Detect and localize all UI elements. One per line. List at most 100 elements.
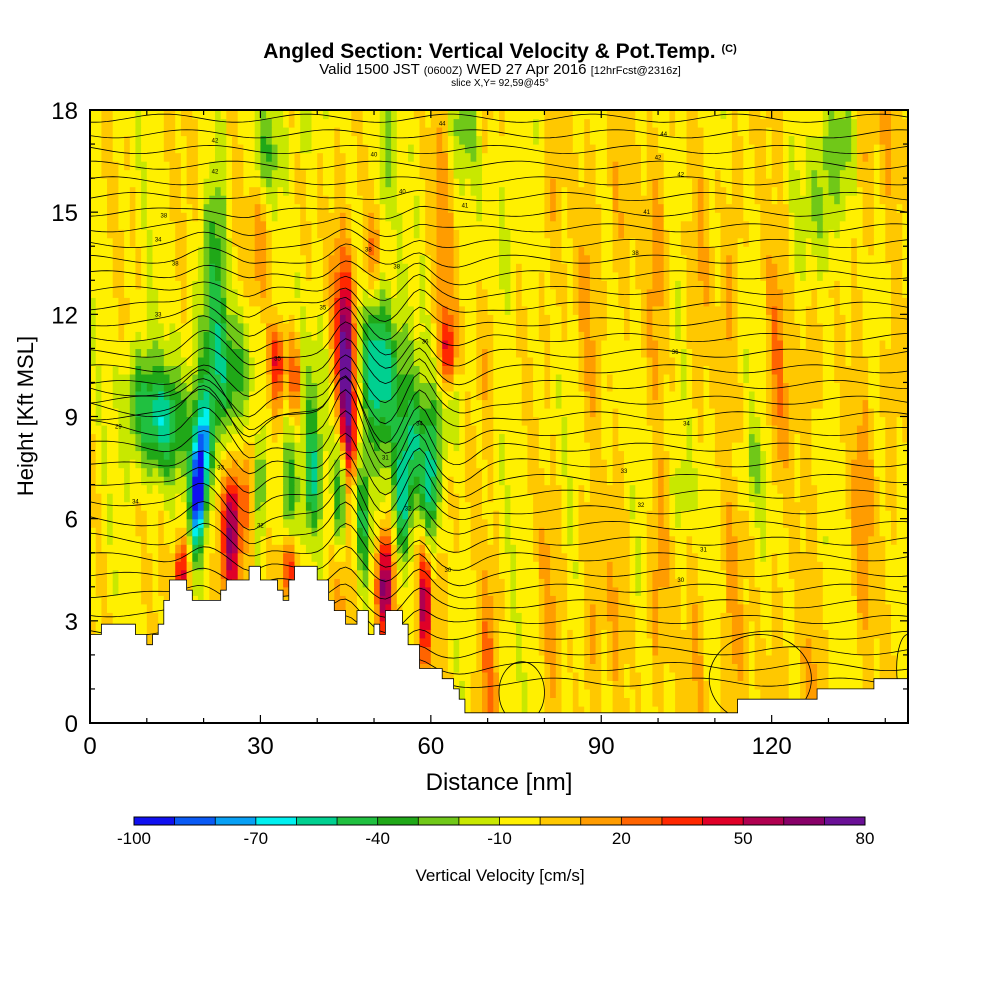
colorbar-swatch xyxy=(296,817,338,825)
theta-contour xyxy=(90,367,908,425)
theta-label: 34 xyxy=(416,421,423,427)
valid-date: WED 27 Apr 2016 xyxy=(466,61,587,78)
theta-contour xyxy=(90,430,908,498)
theta-label: 34 xyxy=(155,237,162,243)
x-tick-label: 30 xyxy=(247,733,274,760)
theta-contour xyxy=(90,205,908,220)
theta-label: 32 xyxy=(257,523,264,529)
theta-contour xyxy=(90,113,908,123)
theta-label: 41 xyxy=(643,210,650,216)
theta-contour xyxy=(90,450,908,514)
y-axis-label: Height [Kft MSL] xyxy=(13,336,38,496)
theta-label: 38 xyxy=(365,248,372,254)
theta-contour xyxy=(90,566,908,600)
colorbar-swatch xyxy=(458,817,500,825)
colorbar-swatch xyxy=(621,817,663,825)
theta-label: 36 xyxy=(422,340,429,346)
terrain-mask xyxy=(89,565,909,724)
chart-title-tag: (C) xyxy=(721,43,737,55)
x-tick-label: 120 xyxy=(752,733,792,760)
y-tick-label: 3 xyxy=(65,609,78,636)
theta-contour xyxy=(90,501,908,557)
theta-label: 33 xyxy=(621,469,628,475)
colorbar-swatch xyxy=(702,817,744,825)
theta-contour xyxy=(90,176,908,186)
colorbar-swatch xyxy=(255,817,297,825)
theta-contour xyxy=(90,307,908,356)
x-tick-label: 90 xyxy=(588,733,615,760)
theta-contour xyxy=(708,634,812,723)
theta-contour xyxy=(90,273,908,301)
colorbar-swatch xyxy=(580,817,622,825)
colorbar-tick-label: -100 xyxy=(117,829,151,848)
theta-contour xyxy=(90,129,908,139)
title-block: Angled Section: Vertical Velocity & Pot.… xyxy=(0,38,1000,90)
y-tick-label: 9 xyxy=(65,405,78,432)
theta-contour xyxy=(90,545,908,587)
colorbar-tick-label: -10 xyxy=(487,829,512,848)
theta-contour xyxy=(90,189,908,202)
theta-contour xyxy=(90,67,908,75)
y-tick-label: 18 xyxy=(51,98,78,125)
colorbar-tick-label: -70 xyxy=(244,829,269,848)
y-tick-label: 15 xyxy=(51,200,78,227)
colorbar-swatch xyxy=(824,817,866,825)
y-tick-label: 0 xyxy=(65,711,78,738)
theta-contour xyxy=(90,228,908,252)
theta-label: 42 xyxy=(212,169,219,175)
theta-label: 33 xyxy=(155,312,162,318)
theta-contour xyxy=(90,83,908,91)
valid-time: Valid 1500 JST xyxy=(319,61,420,78)
theta-contour xyxy=(90,160,908,170)
theta-contour xyxy=(90,144,908,155)
colorbar-swatch xyxy=(215,817,257,825)
theta-label: 34 xyxy=(132,500,139,506)
theta-contour xyxy=(90,98,908,106)
colorbar-tick-label: 20 xyxy=(612,829,631,848)
theta-label: 42 xyxy=(212,139,219,145)
theta-contour xyxy=(90,482,908,546)
theta-label: 32 xyxy=(638,503,645,509)
theta-label: 35 xyxy=(274,357,281,363)
theta-contour xyxy=(90,260,908,286)
theta-contour xyxy=(90,321,908,369)
theta-label: 40 xyxy=(371,152,378,158)
theta-label: 31 xyxy=(700,547,707,553)
theta-label: 44 xyxy=(439,122,446,128)
theta-label: 29 xyxy=(115,425,122,431)
theta-contour xyxy=(90,338,908,386)
theta-contour xyxy=(90,376,908,444)
theta-contour xyxy=(90,296,908,341)
x-axis-label: Distance [nm] xyxy=(426,769,573,796)
y-tick-label: 6 xyxy=(65,507,78,534)
chart-title: Angled Section: Vertical Velocity & Pot.… xyxy=(0,38,1000,63)
theta-label: 42 xyxy=(655,156,662,162)
theta-label: 36 xyxy=(672,350,679,356)
colorbar-swatch xyxy=(174,817,216,825)
colorbar-tick-label: 80 xyxy=(856,829,875,848)
theta-label: 35 xyxy=(320,306,327,312)
colorbar-swatch xyxy=(134,817,175,825)
forecast-tag: [12hrFcst@2316z] xyxy=(590,65,681,77)
theta-contour xyxy=(896,634,908,703)
colorbar-swatch xyxy=(540,817,581,825)
colorbar-swatch xyxy=(743,817,785,825)
theta-label: 33 xyxy=(217,466,224,472)
colorbar-swatch xyxy=(377,817,419,825)
velocity-field xyxy=(90,110,908,723)
theta-label: 40 xyxy=(399,190,406,196)
theta-label: 32 xyxy=(405,506,412,512)
colorbar-swatch xyxy=(337,817,378,825)
colorbar-tick-label: 50 xyxy=(734,829,753,848)
colorbar-swatch xyxy=(783,817,825,825)
colorbar-tick-label: -40 xyxy=(365,829,390,848)
theta-contour xyxy=(90,467,908,532)
chart-subtitle: Valid 1500 JST (0600Z) WED 27 Apr 2016 [… xyxy=(0,61,1000,78)
theta-contour xyxy=(90,354,908,404)
theta-label: 42 xyxy=(677,173,684,179)
x-tick-label: 60 xyxy=(417,733,444,760)
colorbar-swatch xyxy=(661,817,703,825)
theta-contour xyxy=(90,243,908,268)
